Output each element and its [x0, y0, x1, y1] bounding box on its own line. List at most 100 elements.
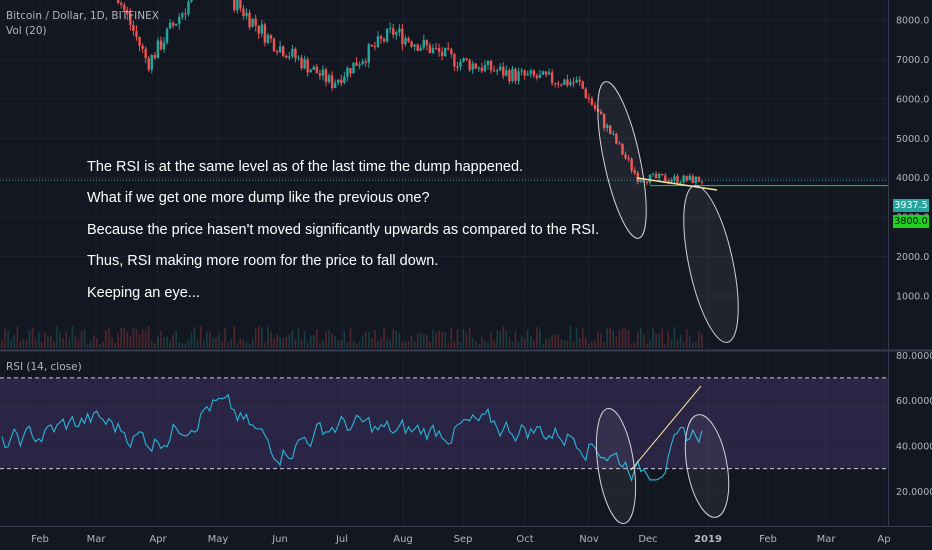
- volume-bar: [71, 326, 74, 348]
- support-price-badge: 3800.0: [893, 215, 929, 228]
- volume-bar: [688, 335, 691, 348]
- volume-bar: [138, 334, 141, 348]
- candle-body: [364, 61, 367, 63]
- volume-bar: [471, 337, 474, 348]
- volume-bar: [349, 328, 352, 348]
- volume-bar: [334, 335, 336, 348]
- volume-bar: [99, 343, 101, 348]
- candle-body: [358, 64, 361, 66]
- price-resistance-trendline: [636, 177, 718, 191]
- candle-body: [581, 81, 584, 89]
- volume-bar: [111, 337, 113, 348]
- volume-bar: [655, 333, 657, 348]
- volume-bar: [667, 331, 670, 348]
- time-tick-label: Mar: [87, 534, 107, 545]
- volume-bar: [514, 331, 517, 348]
- candle-body: [407, 38, 410, 42]
- candle-body: [508, 70, 511, 82]
- candle-body: [514, 68, 517, 81]
- volume-bar: [300, 339, 303, 348]
- volume-bar: [285, 336, 288, 348]
- volume-bar: [419, 333, 422, 348]
- rsi-tick-label: 40.0000: [896, 441, 932, 452]
- volume-bar: [361, 335, 364, 348]
- time-tick-label: Jul: [335, 534, 348, 545]
- volume-bar: [462, 329, 465, 348]
- volume-legend[interactable]: Vol (20): [6, 25, 47, 37]
- volume-bar: [306, 342, 309, 348]
- candle-body: [566, 79, 569, 86]
- rsi-band: [0, 377, 888, 469]
- volume-bar: [135, 329, 138, 348]
- candle-body: [395, 32, 398, 35]
- candle-body: [181, 13, 184, 17]
- volume-bar: [86, 343, 89, 348]
- volume-bar: [380, 337, 382, 348]
- rsi-tick-label: 60.0000: [896, 396, 932, 407]
- candle-body: [645, 181, 649, 183]
- volume-bar: [59, 332, 61, 348]
- candle-body: [419, 47, 422, 51]
- candle-body: [165, 28, 169, 43]
- volume-bar: [270, 331, 272, 348]
- volume-bar: [649, 340, 651, 348]
- volume-bar: [407, 341, 410, 348]
- time-tick-label: Sep: [454, 534, 473, 545]
- time-tick-label: Ap: [877, 534, 890, 545]
- volume-bar: [53, 341, 55, 348]
- candle-body: [303, 59, 306, 69]
- volume-bar: [569, 326, 572, 348]
- volume-bar: [196, 340, 199, 348]
- volume-bar: [282, 338, 284, 348]
- volume-bar: [517, 341, 520, 348]
- candle-body: [471, 63, 474, 70]
- candle-body: [422, 40, 425, 48]
- candle-body: [266, 35, 270, 43]
- volume-bars: [1, 326, 703, 348]
- time-tick-label: Jun: [271, 534, 288, 545]
- volume-bar: [169, 341, 171, 348]
- candle-body: [245, 12, 248, 17]
- volume-bar: [529, 336, 532, 348]
- candle-body: [664, 175, 667, 182]
- rsi-legend[interactable]: RSI (14, close): [6, 361, 82, 373]
- volume-bar: [377, 340, 379, 348]
- candle-body: [171, 22, 175, 26]
- volume-bar: [526, 329, 529, 348]
- volume-bar: [7, 329, 9, 348]
- candle-body: [401, 28, 404, 45]
- candle-body: [248, 12, 251, 28]
- volume-bar: [578, 337, 581, 348]
- annotation-line-3: Because the price hasen't moved signific…: [87, 222, 600, 238]
- volume-bar: [123, 327, 126, 348]
- candle-body: [563, 79, 566, 85]
- candle-body: [257, 25, 260, 34]
- volume-bar: [429, 341, 431, 348]
- volume-bar: [68, 337, 71, 348]
- candle-body: [673, 176, 676, 181]
- volume-bar: [584, 338, 587, 348]
- volume-bar: [383, 327, 385, 348]
- volume-bar: [343, 330, 346, 348]
- volume-bar: [19, 340, 22, 348]
- candle-body: [116, 0, 120, 4]
- candle-body: [535, 75, 539, 79]
- candle-body: [612, 133, 615, 135]
- symbol-legend[interactable]: Bitcoin / Dollar, 1D, BITFINEX: [6, 10, 159, 22]
- candle-body: [517, 71, 520, 81]
- volume-bar: [456, 329, 459, 348]
- candle-body: [587, 97, 591, 99]
- volume-bar: [1, 339, 3, 348]
- candle-body: [486, 60, 490, 66]
- time-tick-label: Feb: [759, 534, 777, 545]
- candle-body: [187, 1, 190, 15]
- candle-body: [147, 58, 150, 70]
- candle-body: [312, 66, 315, 70]
- volume-bar: [505, 330, 508, 348]
- volume-bar: [279, 337, 281, 348]
- volume-bar: [612, 329, 615, 348]
- volume-bar: [603, 341, 605, 348]
- candle-body: [367, 44, 370, 63]
- volume-bar: [560, 339, 563, 348]
